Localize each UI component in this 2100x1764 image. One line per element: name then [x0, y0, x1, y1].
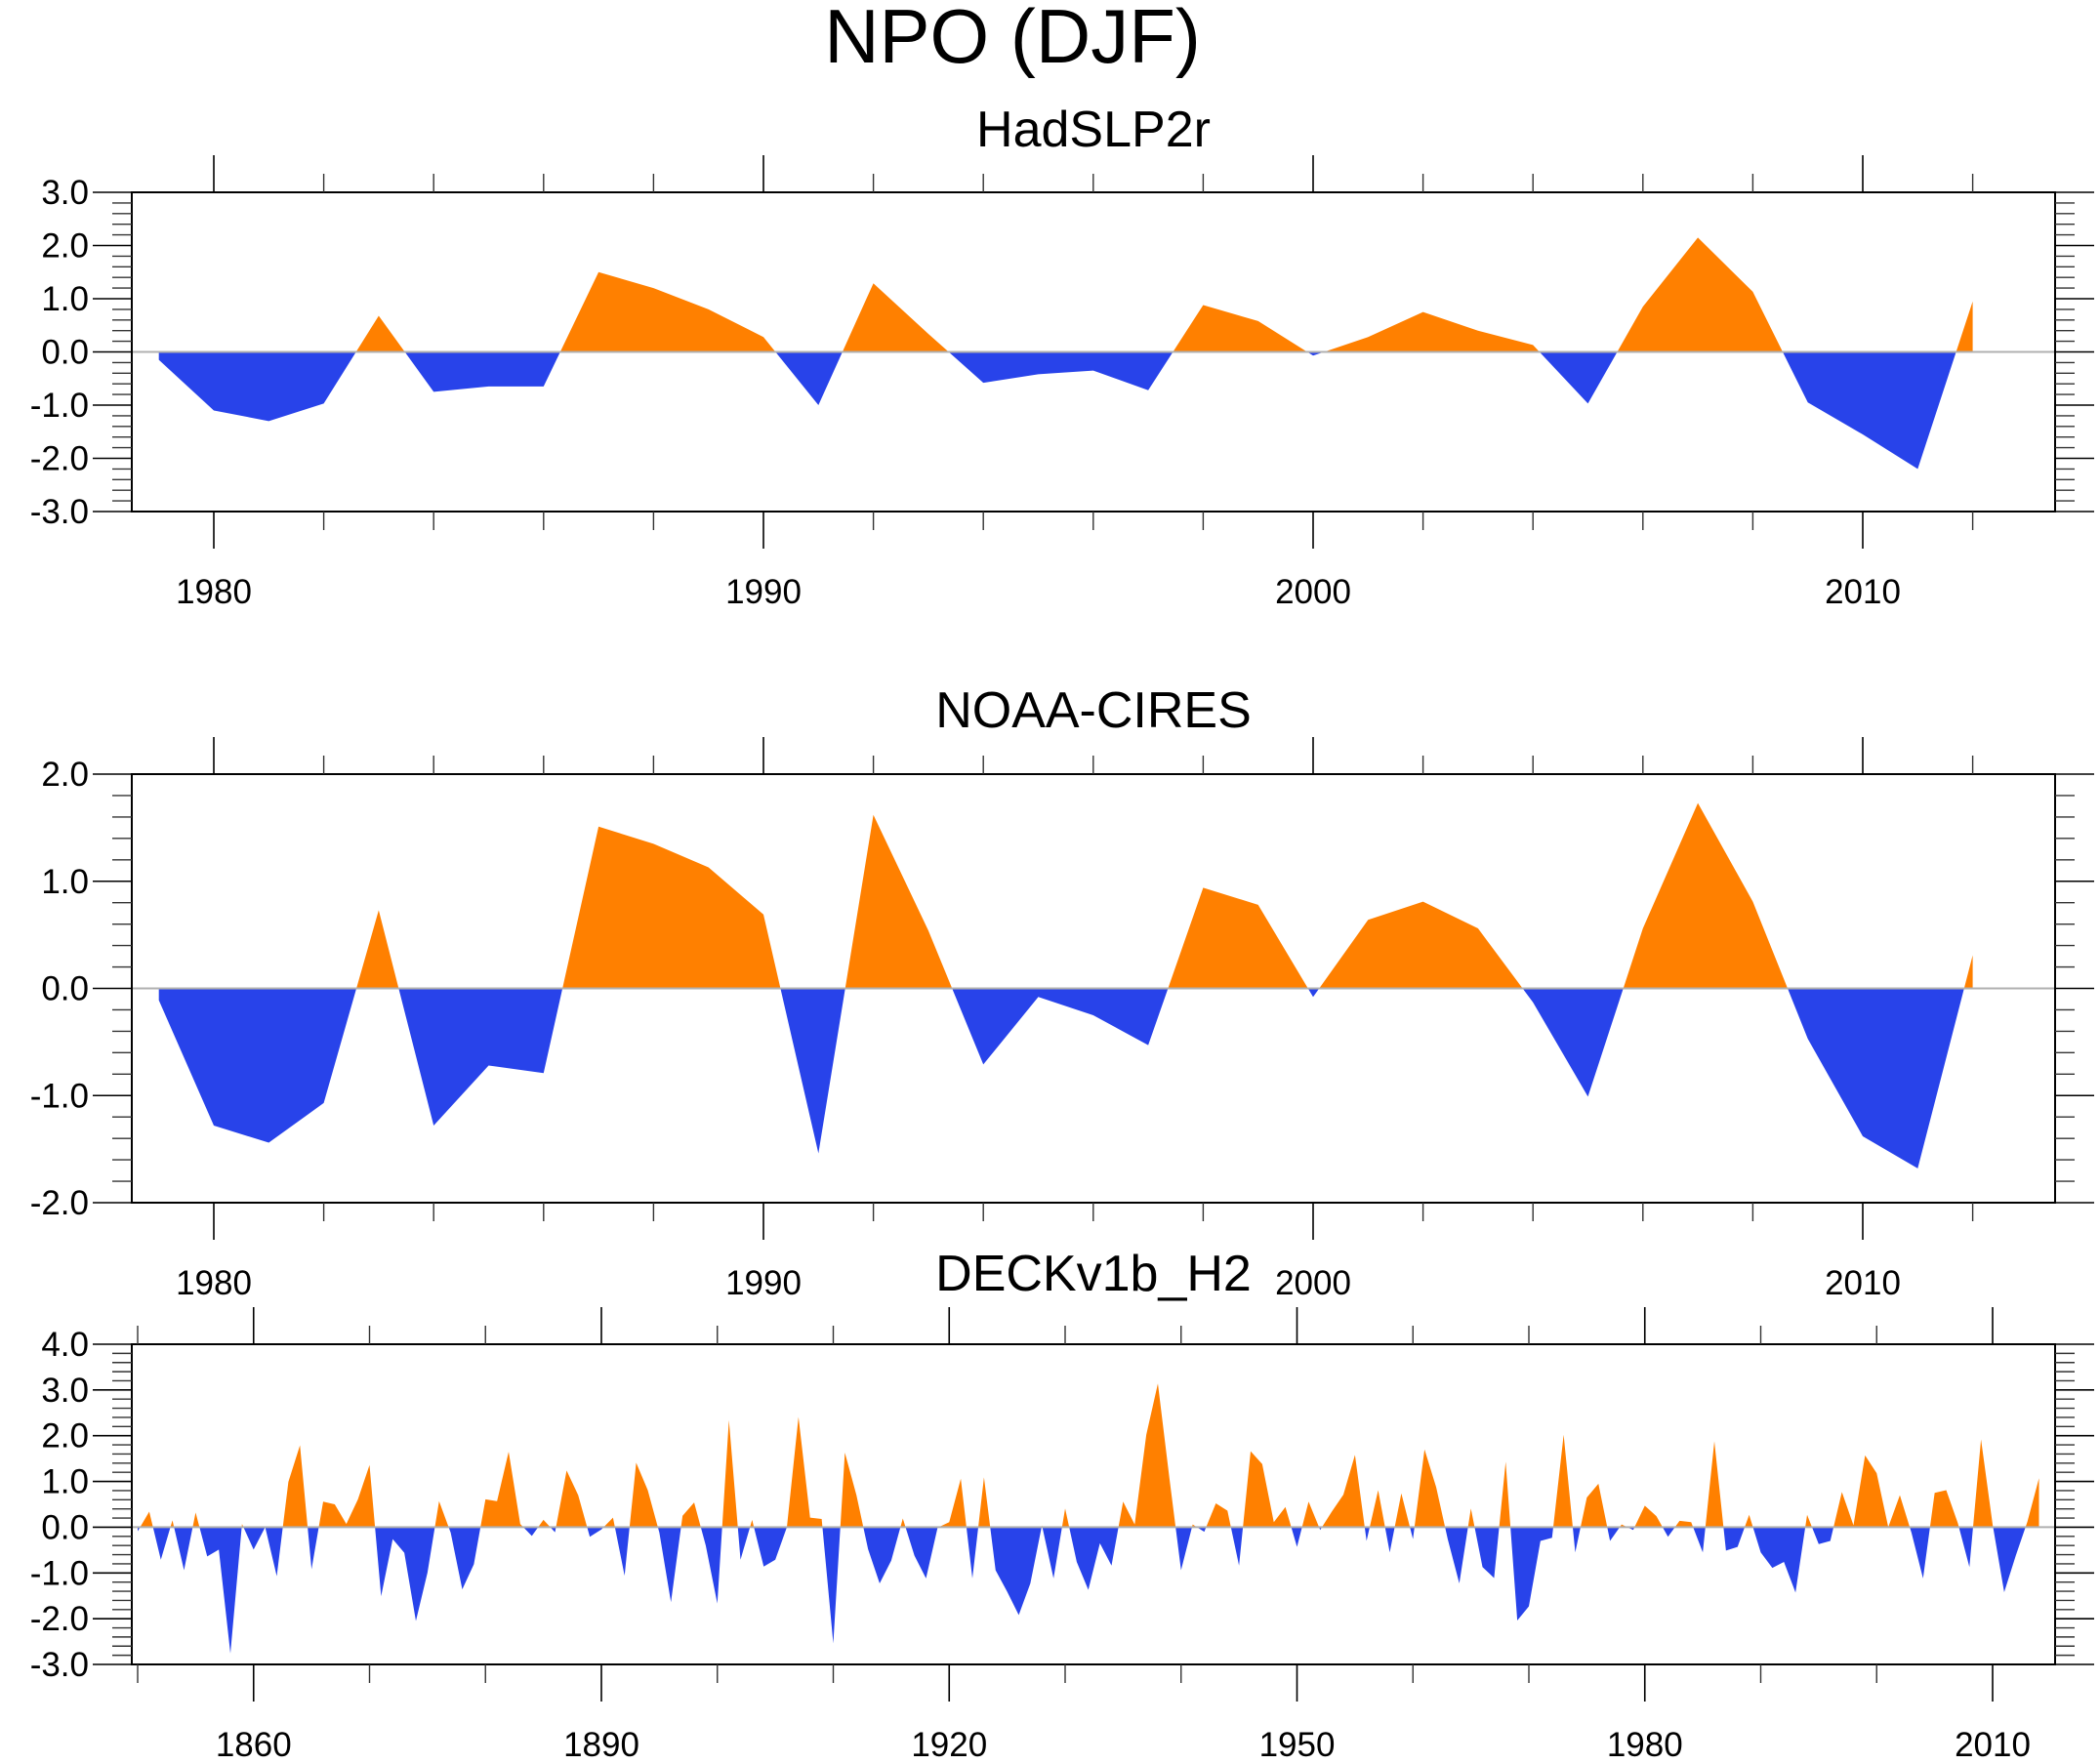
x-tick-label: 1890 [563, 1726, 639, 1764]
x-tick-label: 1920 [911, 1726, 987, 1764]
y-tick-label: 3.0 [41, 174, 89, 212]
panel-noaa-cires: NOAA-CIRES 1980 1990 2000 2010 2.0 1.0 0.0 -1.0 -… [30, 682, 2094, 1302]
negative-area [158, 351, 1973, 470]
panel-title: DECKv1b_H2 [935, 1246, 1252, 1302]
y-tick-label: -2.0 [30, 440, 89, 478]
panel-title: HadSLP2r [976, 102, 1211, 158]
positive-area [140, 1383, 2039, 1528]
x-tick-label: 1860 [216, 1726, 292, 1764]
main-title: NPO (DJF) [824, 0, 1201, 79]
y-tick-label: 4.0 [41, 1326, 89, 1364]
x-tick-label: 1980 [1607, 1726, 1683, 1764]
y-tick-label: -2.0 [30, 1184, 89, 1222]
y-tick-label: 2.0 [41, 1417, 89, 1456]
x-tick-label: 1990 [725, 573, 802, 611]
y-tick-label: 0.0 [41, 1508, 89, 1546]
y-tick-label: -3.0 [30, 493, 89, 531]
y-tick-label: -2.0 [30, 1600, 89, 1638]
x-tick-label: 2010 [1955, 1726, 2031, 1764]
y-tick-label: -3.0 [30, 1646, 89, 1684]
positive-area [158, 802, 1973, 989]
x-tick-label: 2000 [1275, 573, 1351, 611]
negative-area [158, 988, 1973, 1169]
y-tick-label: 1.0 [41, 280, 89, 318]
x-tick-label: 2010 [1825, 573, 1901, 611]
y-tick-label: -1.0 [30, 387, 89, 425]
x-tick-label: 1950 [1259, 1726, 1336, 1764]
x-tick-label: 2010 [1825, 1264, 1901, 1302]
negative-area [138, 1527, 2039, 1654]
y-tick-label: 0.0 [41, 970, 89, 1008]
panel-deckv1b-h2: DECKv1b_H2 1860 1890 1920 1950 1980 2010 4.0 3.0… [30, 1246, 2094, 1764]
panel-hadslp2r: HadSLP2r 1980 1990 2000 2010 3.0 2.0 1.0 0.0 -1.0… [30, 102, 2094, 611]
panel-title: NOAA-CIRES [935, 682, 1252, 739]
y-tick-label: 1.0 [41, 863, 89, 901]
x-tick-label: 2000 [1275, 1264, 1351, 1302]
y-tick-label: 2.0 [41, 227, 89, 266]
x-tick-label: 1980 [176, 573, 252, 611]
y-tick-label: 0.0 [41, 334, 89, 372]
x-tick-label: 1980 [176, 1264, 252, 1302]
y-tick-label: 2.0 [41, 756, 89, 794]
y-tick-label: -1.0 [30, 1554, 89, 1592]
x-tick-label: 1990 [725, 1264, 802, 1302]
plot-frame [131, 1343, 2056, 1665]
y-tick-label: 3.0 [41, 1372, 89, 1410]
y-tick-label: -1.0 [30, 1077, 89, 1115]
positive-area [158, 237, 1973, 352]
y-tick-label: 1.0 [41, 1463, 89, 1501]
